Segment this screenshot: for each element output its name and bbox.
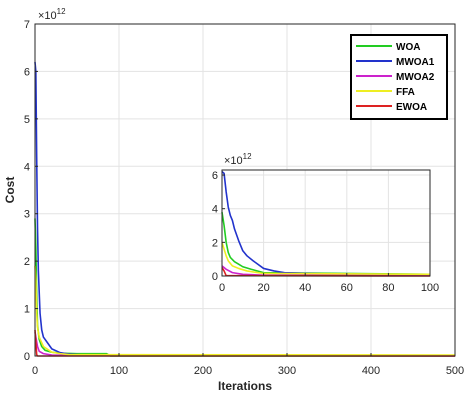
legend: WOA MWOA1 MWOA2 FFA EWOA bbox=[350, 34, 448, 120]
inset-series bbox=[221, 171, 431, 277]
main-y-multiplier: ×1012 bbox=[38, 7, 66, 22]
main-y-tick-label: 1 bbox=[24, 304, 30, 316]
y-axis-label: Cost bbox=[3, 177, 17, 204]
inset-x-tick-label: 0 bbox=[219, 282, 225, 294]
legend-label-woa: WOA bbox=[396, 42, 420, 53]
main-series-line-ffa bbox=[34, 265, 456, 356]
inset-y-tick-label: 2 bbox=[212, 237, 218, 249]
inset-x-tick-label: 80 bbox=[382, 282, 394, 294]
main-y-tick-label: 0 bbox=[24, 351, 30, 363]
inset-series-line-4 bbox=[221, 242, 431, 276]
legend-label-ffa: FFA bbox=[396, 87, 415, 98]
main-y-tick-label: 5 bbox=[24, 114, 30, 126]
legend-label-mwoa1: MWOA1 bbox=[396, 57, 435, 68]
main-x-tick-label: 300 bbox=[278, 365, 296, 377]
inset-series-line-1 bbox=[221, 211, 431, 276]
main-y-tick-label: 2 bbox=[24, 256, 30, 268]
inset-y-tick-label: 0 bbox=[212, 271, 218, 283]
legend-label-mwoa2: MWOA2 bbox=[396, 72, 435, 83]
main-y-tick-label: 6 bbox=[24, 66, 30, 78]
main-axes-frame bbox=[34, 23, 456, 357]
inset-ticks: 0 20 40 60 80 100 0 2 4 6 bbox=[212, 170, 439, 294]
main-x-tick-label: 500 bbox=[446, 365, 464, 377]
inset-plot-area bbox=[222, 170, 430, 276]
inset-x-tick-label: 60 bbox=[341, 282, 353, 294]
inset-y-multiplier: ×1012 bbox=[224, 152, 252, 167]
inset-axes-frame bbox=[221, 169, 431, 277]
main-y-tick-label: 4 bbox=[24, 161, 30, 173]
inset-y-tick-label: 6 bbox=[212, 170, 218, 182]
inset-y-tick-label: 4 bbox=[212, 204, 218, 216]
inset-x-tick-label: 40 bbox=[299, 282, 311, 294]
main-y-tick-label: 7 bbox=[24, 19, 30, 31]
main-x-tick-label: 0 bbox=[32, 365, 38, 377]
inset-x-tick-label: 100 bbox=[421, 282, 439, 294]
main-x-tick-label: 100 bbox=[110, 365, 128, 377]
x-axis-label: Iterations bbox=[218, 379, 272, 393]
legend-label-ewoa: EWOA bbox=[396, 102, 427, 113]
main-x-tick-label: 200 bbox=[194, 365, 212, 377]
main-x-tick-label: 400 bbox=[362, 365, 380, 377]
main-y-tick-label: 3 bbox=[24, 209, 30, 221]
inset-x-tick-label: 20 bbox=[257, 282, 269, 294]
